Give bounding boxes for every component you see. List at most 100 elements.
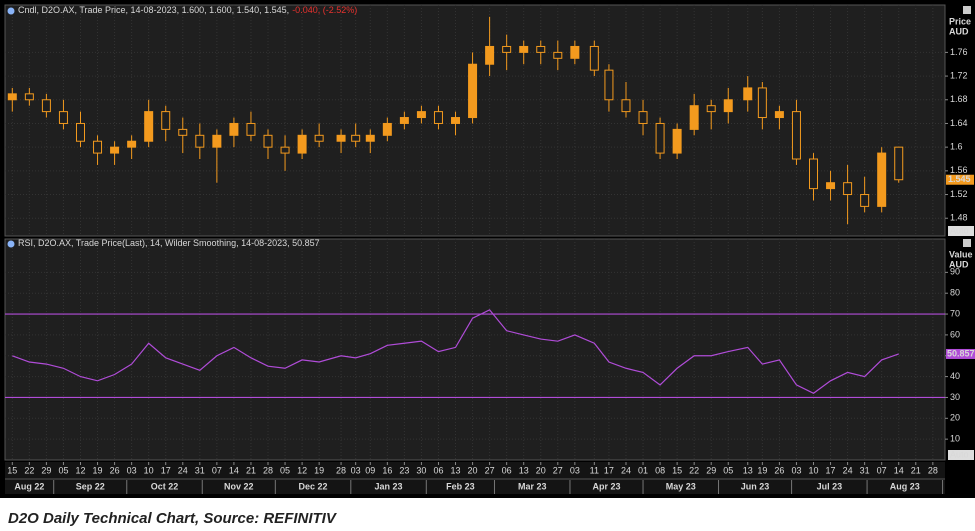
candle-body [706, 105, 716, 113]
candle-body [791, 111, 801, 160]
axis-unit: AUD [949, 26, 969, 36]
x-tick-label: 10 [808, 465, 818, 475]
x-tick-label: 14 [229, 465, 239, 475]
auto-button[interactable] [948, 450, 974, 460]
rsi-line [12, 309, 899, 394]
month-label: Mar 23 [518, 481, 547, 491]
candle-body [41, 99, 51, 113]
y-tick-label: 20 [950, 413, 960, 423]
x-tick-label: 21 [246, 465, 256, 475]
x-tick-label: 20 [468, 465, 478, 475]
last-value-tag [946, 348, 975, 359]
x-tick-label: 22 [24, 465, 34, 475]
x-tick-label: 31 [195, 465, 205, 475]
x-tick-label: 29 [706, 465, 716, 475]
x-tick-label: 01 [638, 465, 648, 475]
candle-body [280, 146, 290, 154]
candle-body [365, 134, 375, 142]
x-tick-label: 24 [621, 465, 631, 475]
y-tick-label: 1.76 [950, 47, 968, 57]
x-tick-label: 06 [433, 465, 443, 475]
x-tick-label: 03 [351, 465, 361, 475]
x-tick-label: 12 [75, 465, 85, 475]
candle-body [212, 134, 222, 148]
x-tick-label: 13 [743, 465, 753, 475]
x-tick-label: 19 [93, 465, 103, 475]
y-tick-label: 1.64 [950, 118, 968, 128]
x-tick-label: 28 [263, 465, 273, 475]
last-price-label: 1.545 [948, 174, 971, 184]
x-tick-label: 19 [314, 465, 324, 475]
candle-body [589, 45, 599, 71]
candle-body [93, 140, 103, 154]
candle-body [485, 45, 495, 65]
candle-body [826, 182, 836, 190]
candle-body [655, 122, 665, 154]
candle-body [416, 111, 426, 119]
candle-body [58, 111, 68, 124]
candle-body [808, 158, 818, 190]
candle-body [757, 87, 767, 119]
x-tick-label: 16 [382, 465, 392, 475]
candle-body [743, 87, 753, 101]
y-tick-label: 1.48 [950, 213, 968, 223]
month-label: May 23 [666, 481, 696, 491]
y-tick-label: 1.6 [950, 142, 963, 152]
x-tick-label: 08 [655, 465, 665, 475]
x-tick-label: 07 [212, 465, 222, 475]
x-tick-label: 15 [672, 465, 682, 475]
panel-header: RSI, D2O.AX, Trade Price(Last), 14, Wild… [18, 238, 320, 248]
candle-body [894, 146, 904, 181]
header-icon [7, 240, 15, 248]
candle-body [7, 93, 17, 101]
header-change: -0.040, (-2.52%) [292, 5, 357, 15]
y-tick-label: 90 [950, 267, 960, 277]
x-tick-label: 28 [928, 465, 938, 475]
x-tick-label: 14 [894, 465, 904, 475]
x-tick-label: 09 [365, 465, 375, 475]
month-label: Jul 23 [817, 481, 843, 491]
last-price-tag [946, 174, 974, 185]
y-tick-label: 10 [950, 434, 960, 444]
header-icon [7, 7, 15, 15]
candle-body [570, 45, 580, 59]
candle-body [178, 128, 188, 136]
candle-body [127, 140, 137, 148]
y-tick-label: 1.56 [950, 165, 968, 175]
x-tick-label: 24 [178, 465, 188, 475]
auto-button[interactable] [948, 226, 974, 236]
x-tick-label: 24 [843, 465, 853, 475]
x-tick-label: 31 [860, 465, 870, 475]
x-tick-label: 10 [144, 465, 154, 475]
y-tick-label: 40 [950, 371, 960, 381]
x-tick-label: 21 [911, 465, 921, 475]
x-tick-label: 17 [604, 465, 614, 475]
candle-body [672, 128, 682, 154]
candle-body [336, 134, 346, 142]
candle-body [314, 134, 324, 142]
candle-body [877, 152, 887, 207]
axis-title: Price [949, 16, 971, 26]
month-label: Oct 22 [151, 481, 179, 491]
axis-title: Value [949, 249, 973, 259]
x-tick-label: 28 [336, 465, 346, 475]
y-tick-label: 30 [950, 392, 960, 402]
candle-body [723, 99, 733, 113]
auto-button-label[interactable]: Auto [950, 225, 969, 235]
axis-unit: AUD [949, 259, 969, 269]
candle-body [843, 182, 853, 196]
y-tick-label: 80 [950, 288, 960, 298]
x-tick-label: 27 [485, 465, 495, 475]
x-tick-label: 13 [451, 465, 461, 475]
candle-body [24, 93, 34, 101]
candle-body [860, 194, 870, 207]
month-label: Apr 23 [592, 481, 620, 491]
x-tick-label: 27 [553, 465, 563, 475]
caption: D2O Daily Technical Chart, Source: REFIN… [8, 510, 338, 527]
auto-button-label[interactable]: Auto [950, 449, 969, 459]
x-tick-label: 15 [7, 465, 17, 475]
header-text: Cndl, D2O.AX, Trade Price, 14-08-2023, 1… [18, 5, 289, 15]
month-label: Aug 22 [14, 481, 44, 491]
x-tick-label: 26 [774, 465, 784, 475]
